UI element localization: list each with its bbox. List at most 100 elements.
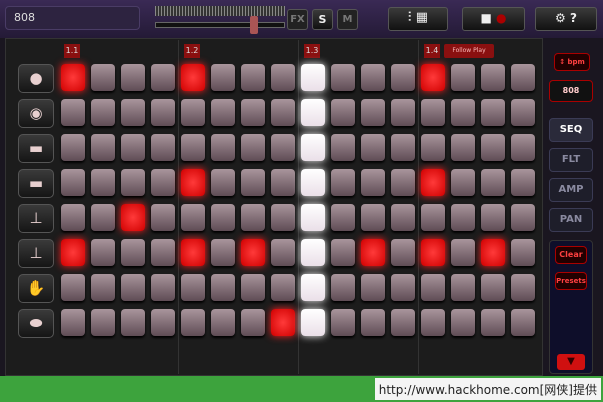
step-on[interactable] bbox=[421, 64, 445, 91]
step[interactable] bbox=[361, 99, 385, 126]
step[interactable] bbox=[61, 274, 85, 301]
step[interactable] bbox=[121, 64, 145, 91]
step[interactable] bbox=[151, 204, 175, 231]
instrument-button[interactable]: ◉ bbox=[18, 99, 54, 128]
step[interactable] bbox=[361, 134, 385, 161]
step[interactable] bbox=[151, 239, 175, 266]
step[interactable] bbox=[511, 64, 535, 91]
step[interactable] bbox=[391, 134, 415, 161]
step[interactable] bbox=[211, 309, 235, 336]
instrument-button[interactable]: ▬ bbox=[18, 134, 54, 163]
step[interactable] bbox=[301, 204, 325, 231]
step[interactable] bbox=[361, 274, 385, 301]
step-on[interactable] bbox=[361, 239, 385, 266]
step[interactable] bbox=[121, 99, 145, 126]
step[interactable] bbox=[151, 274, 175, 301]
step-on[interactable] bbox=[181, 239, 205, 266]
step[interactable] bbox=[211, 64, 235, 91]
instrument-button[interactable]: ▬ bbox=[18, 169, 54, 198]
step[interactable] bbox=[211, 169, 235, 196]
step-on[interactable] bbox=[181, 64, 205, 91]
step[interactable] bbox=[451, 239, 475, 266]
instrument-button[interactable]: ⬬ bbox=[18, 309, 54, 338]
step[interactable] bbox=[331, 204, 355, 231]
bpm-button[interactable]: ↕ bpm bbox=[554, 53, 590, 71]
step[interactable] bbox=[511, 309, 535, 336]
step[interactable] bbox=[61, 169, 85, 196]
step[interactable] bbox=[361, 309, 385, 336]
step[interactable] bbox=[241, 134, 265, 161]
step[interactable] bbox=[451, 274, 475, 301]
step[interactable] bbox=[451, 134, 475, 161]
step[interactable] bbox=[331, 239, 355, 266]
step[interactable] bbox=[331, 134, 355, 161]
step[interactable] bbox=[391, 204, 415, 231]
step[interactable] bbox=[511, 99, 535, 126]
step[interactable] bbox=[481, 64, 505, 91]
step[interactable] bbox=[421, 99, 445, 126]
step-on[interactable] bbox=[421, 169, 445, 196]
step[interactable] bbox=[271, 274, 295, 301]
step[interactable] bbox=[331, 99, 355, 126]
tab-button[interactable]: PAN bbox=[549, 208, 593, 232]
step[interactable] bbox=[271, 239, 295, 266]
step[interactable] bbox=[481, 169, 505, 196]
step[interactable] bbox=[391, 239, 415, 266]
step[interactable] bbox=[271, 99, 295, 126]
step[interactable] bbox=[481, 309, 505, 336]
step[interactable] bbox=[121, 274, 145, 301]
step[interactable] bbox=[211, 274, 235, 301]
step[interactable] bbox=[361, 169, 385, 196]
step[interactable] bbox=[91, 99, 115, 126]
scroll-down[interactable]: ▼ bbox=[557, 354, 585, 370]
step[interactable] bbox=[181, 99, 205, 126]
step[interactable] bbox=[301, 64, 325, 91]
step[interactable] bbox=[121, 169, 145, 196]
step[interactable] bbox=[511, 134, 535, 161]
step-on[interactable] bbox=[241, 239, 265, 266]
step[interactable] bbox=[391, 64, 415, 91]
step[interactable] bbox=[151, 64, 175, 91]
step[interactable] bbox=[271, 169, 295, 196]
follow-play[interactable]: Follow Play bbox=[444, 44, 494, 58]
step[interactable] bbox=[61, 134, 85, 161]
step[interactable] bbox=[91, 309, 115, 336]
step[interactable] bbox=[241, 64, 265, 91]
settings-help[interactable]: ⚙ ? bbox=[535, 7, 597, 31]
step[interactable] bbox=[391, 309, 415, 336]
clear-button[interactable]: Clear bbox=[555, 246, 587, 264]
slider-track[interactable] bbox=[155, 22, 285, 28]
step[interactable] bbox=[91, 204, 115, 231]
slider-thumb[interactable] bbox=[250, 16, 258, 34]
step[interactable] bbox=[451, 99, 475, 126]
step[interactable] bbox=[211, 99, 235, 126]
step[interactable] bbox=[421, 309, 445, 336]
step[interactable] bbox=[151, 169, 175, 196]
step[interactable] bbox=[151, 134, 175, 161]
transport[interactable]: ■ ● bbox=[462, 7, 525, 31]
step[interactable] bbox=[91, 64, 115, 91]
tab-button[interactable]: AMP bbox=[549, 178, 593, 202]
step[interactable] bbox=[301, 239, 325, 266]
step-on[interactable] bbox=[61, 64, 85, 91]
step[interactable] bbox=[361, 64, 385, 91]
step[interactable] bbox=[451, 169, 475, 196]
step[interactable] bbox=[331, 64, 355, 91]
step[interactable] bbox=[301, 309, 325, 336]
step[interactable] bbox=[391, 99, 415, 126]
step[interactable] bbox=[211, 134, 235, 161]
step[interactable] bbox=[421, 204, 445, 231]
step-on[interactable] bbox=[271, 309, 295, 336]
fx-button[interactable]: FX bbox=[287, 9, 308, 30]
solo-button[interactable]: S bbox=[312, 9, 333, 30]
step[interactable] bbox=[421, 134, 445, 161]
step[interactable] bbox=[361, 204, 385, 231]
step[interactable] bbox=[91, 274, 115, 301]
step[interactable] bbox=[151, 99, 175, 126]
step[interactable] bbox=[511, 274, 535, 301]
step[interactable] bbox=[301, 99, 325, 126]
step[interactable] bbox=[301, 169, 325, 196]
step[interactable] bbox=[271, 64, 295, 91]
step[interactable] bbox=[211, 239, 235, 266]
instrument-button[interactable]: ⊥ bbox=[18, 239, 54, 268]
